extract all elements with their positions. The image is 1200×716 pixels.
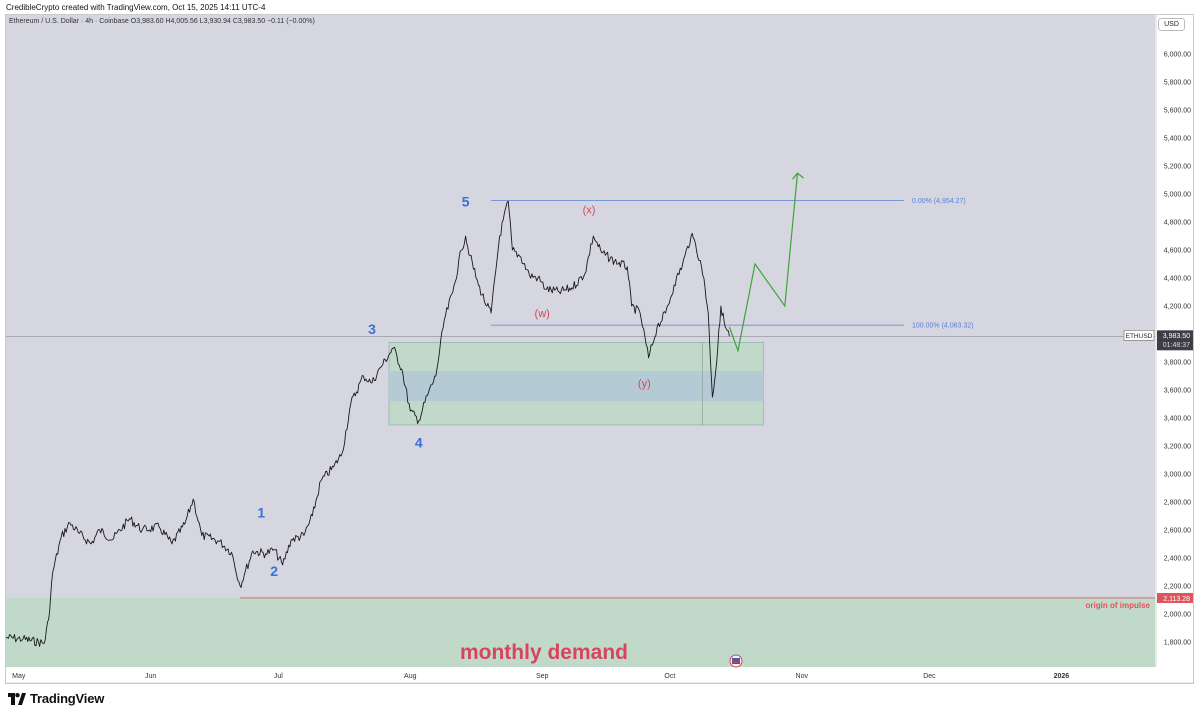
y-tick-label: 1,800.00	[1164, 639, 1191, 646]
tradingview-brand: TradingView	[8, 691, 104, 706]
origin-price-tag	[1157, 592, 1193, 603]
wave-label-5: 5	[462, 194, 470, 210]
origin-price-tag-label: 2,113.28	[1163, 596, 1190, 603]
x-tick-label: Jun	[145, 673, 156, 680]
x-tick-label: 2026	[1054, 673, 1070, 680]
y-tick-label: 3,800.00	[1164, 359, 1191, 366]
chart-caption: CredibleCrypto created with TradingView.…	[6, 3, 266, 12]
y-tick-label: 2,600.00	[1164, 527, 1191, 534]
y-tick-label: 3,400.00	[1164, 415, 1191, 422]
high-label: H	[165, 18, 171, 25]
currency-button[interactable]: USD	[1158, 18, 1185, 31]
symbol-description: Ethereum / U.S. Dollar · 4h · Coinbase	[9, 18, 129, 25]
high-value: 4,005.56	[170, 18, 198, 25]
projection-path	[728, 173, 799, 354]
y-tick-label: 4,600.00	[1164, 248, 1191, 255]
y-tick-label: 5,400.00	[1164, 136, 1191, 143]
y-tick-label: 4,800.00	[1164, 220, 1191, 227]
last-price-tag-label: 3,983.50	[1163, 333, 1190, 340]
y-tick-label: 2,200.00	[1164, 583, 1191, 590]
change-value: −0.11 (−0.00%)	[267, 18, 315, 25]
plot-background	[6, 15, 1155, 667]
open-label: O	[130, 18, 137, 25]
wave-label-4: 4	[415, 434, 423, 450]
y-tick-label: 2,000.00	[1164, 611, 1191, 618]
y-tick-label: 2,400.00	[1164, 555, 1191, 562]
x-tick-label: Nov	[796, 673, 809, 680]
flag-field	[732, 658, 740, 664]
open-value: 3,983.60	[136, 18, 164, 25]
y-tick-label: 4,400.00	[1164, 276, 1191, 283]
y-tick-label: 3,000.00	[1164, 471, 1191, 478]
x-tick-label: Jul	[274, 673, 283, 680]
wave-label-2: 2	[270, 563, 278, 579]
corrective-label-y: (y)	[638, 378, 651, 390]
x-tick-label: Sep	[536, 673, 549, 680]
tradingview-logo-icon	[8, 692, 26, 705]
fib-0-label: 0.00% (4,954.27)	[912, 198, 966, 205]
y-tick-label: 4,200.00	[1164, 304, 1191, 311]
corrective-label-w: (w)	[535, 308, 550, 320]
inner-zone	[389, 371, 764, 402]
symbol-tag	[1123, 330, 1155, 341]
low-label: L	[199, 18, 204, 25]
projection-arrowhead	[792, 172, 804, 180]
chart-frame	[5, 14, 1194, 684]
monthly-demand-zone	[6, 597, 1155, 667]
corrective-label-x: (x)	[583, 205, 596, 217]
ohlc-legend: Ethereum / U.S. Dollar · 4h · Coinbase O…	[9, 18, 315, 25]
x-tick-label: Oct	[664, 673, 675, 680]
y-tick-label: 5,200.00	[1164, 164, 1191, 171]
y-tick-label: 3,200.00	[1164, 443, 1191, 450]
wave-label-3: 3	[368, 321, 376, 337]
last-price-tag	[1157, 330, 1193, 351]
low-value: 3,930.94	[203, 18, 231, 25]
x-tick-label: May	[12, 673, 26, 680]
y-tick-label: 6,000.00	[1164, 52, 1191, 59]
symbol-tag-label: ETHUSD	[1126, 333, 1153, 340]
us-flag-event-icon	[729, 654, 743, 668]
y-tick-label: 5,600.00	[1164, 108, 1191, 115]
y-tick-label: 5,800.00	[1164, 80, 1191, 87]
y-tick-label: 5,000.00	[1164, 192, 1191, 199]
x-tick-label: Dec	[923, 673, 936, 680]
close-label: C	[232, 18, 238, 25]
wave-label-1: 1	[257, 504, 265, 520]
candle-countdown-label: 01:48:37	[1163, 342, 1190, 349]
fib-100-label: 100.00% (4,063.32)	[912, 323, 974, 330]
close-value: 3,983.50	[237, 18, 266, 25]
origin-of-impulse-label: origin of impulse	[1086, 601, 1151, 610]
brand-name: TradingView	[30, 691, 105, 706]
price-series-line	[6, 200, 730, 647]
y-tick-label: 2,800.00	[1164, 499, 1191, 506]
x-tick-label: Aug	[404, 673, 417, 680]
y-tick-label: 3,600.00	[1164, 387, 1191, 394]
monthly-demand-label: monthly demand	[460, 641, 628, 664]
